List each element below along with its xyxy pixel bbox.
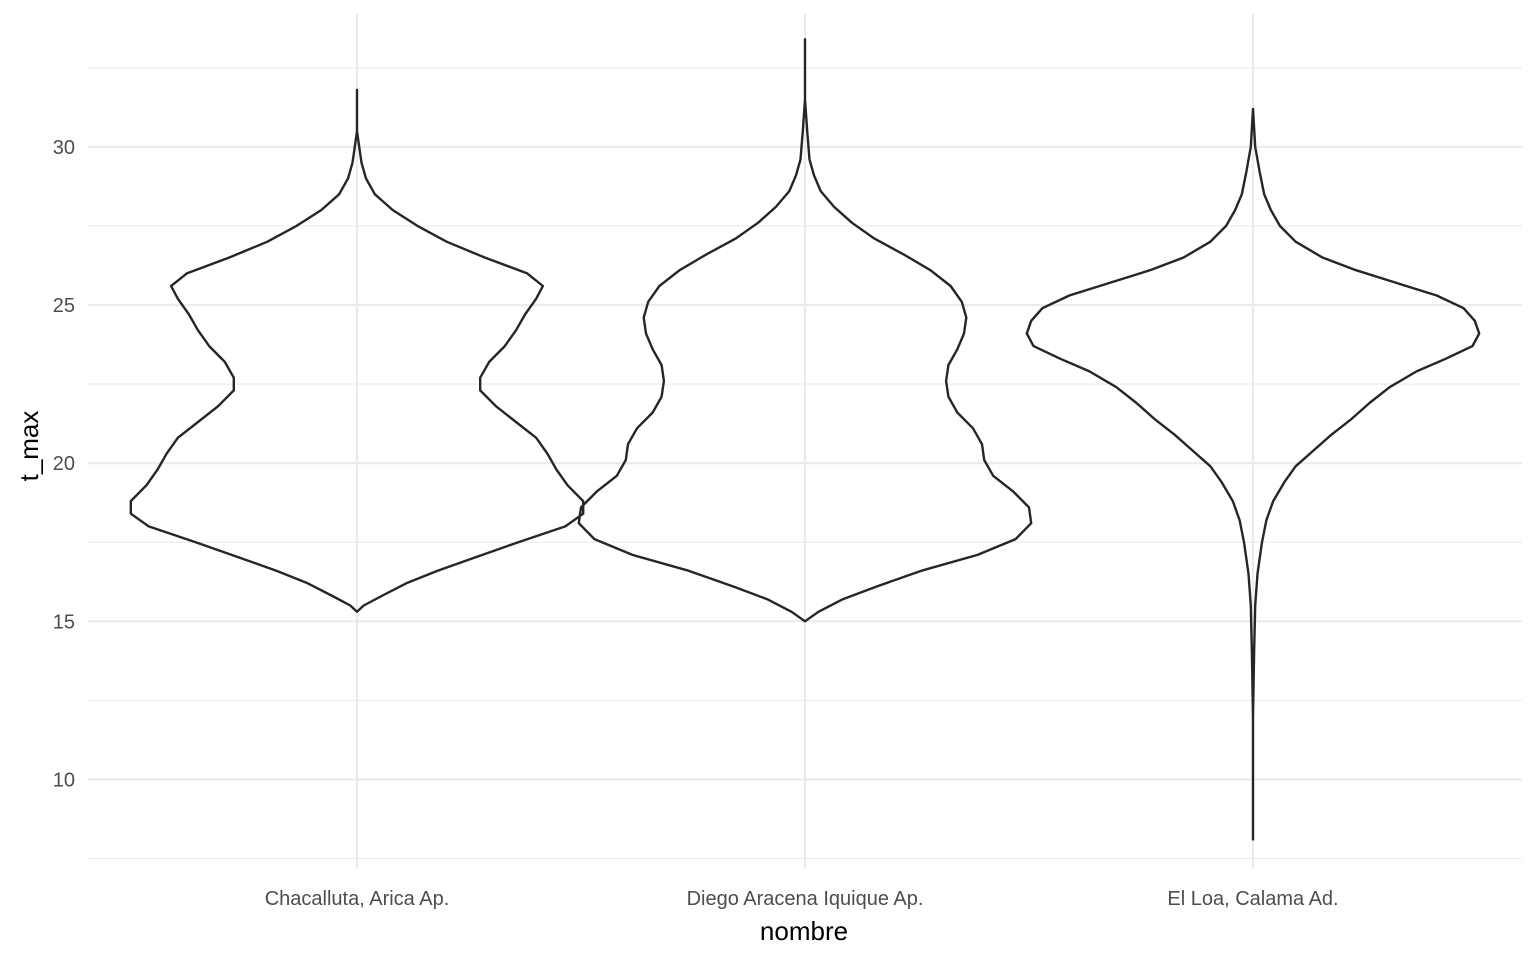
violins [129,38,1481,841]
x-tick-label: Chacalluta, Arica Ap. [265,888,450,910]
x-tick-label: Diego Aracena Iquique Ap. [687,888,924,910]
x-axis-title: nombre [760,916,848,946]
y-tick-label: 30 [53,137,75,159]
x-tick-labels: Chacalluta, Arica Ap. Diego Aracena Iquiq… [265,888,1339,910]
y-axis-title: t_max [14,411,44,482]
y-tick-label: 10 [53,769,75,791]
violin-3 [1025,107,1481,841]
gridlines [88,14,1522,868]
x-tick-label: El Loa, Calama Ad. [1167,888,1338,910]
y-tick-label: 25 [53,295,75,317]
violin-1 [129,88,585,613]
y-tick-label: 20 [53,453,75,475]
y-tick-labels: 10 15 20 25 30 [53,137,75,792]
violin-2 [577,38,1033,623]
y-tick-label: 15 [53,611,75,633]
